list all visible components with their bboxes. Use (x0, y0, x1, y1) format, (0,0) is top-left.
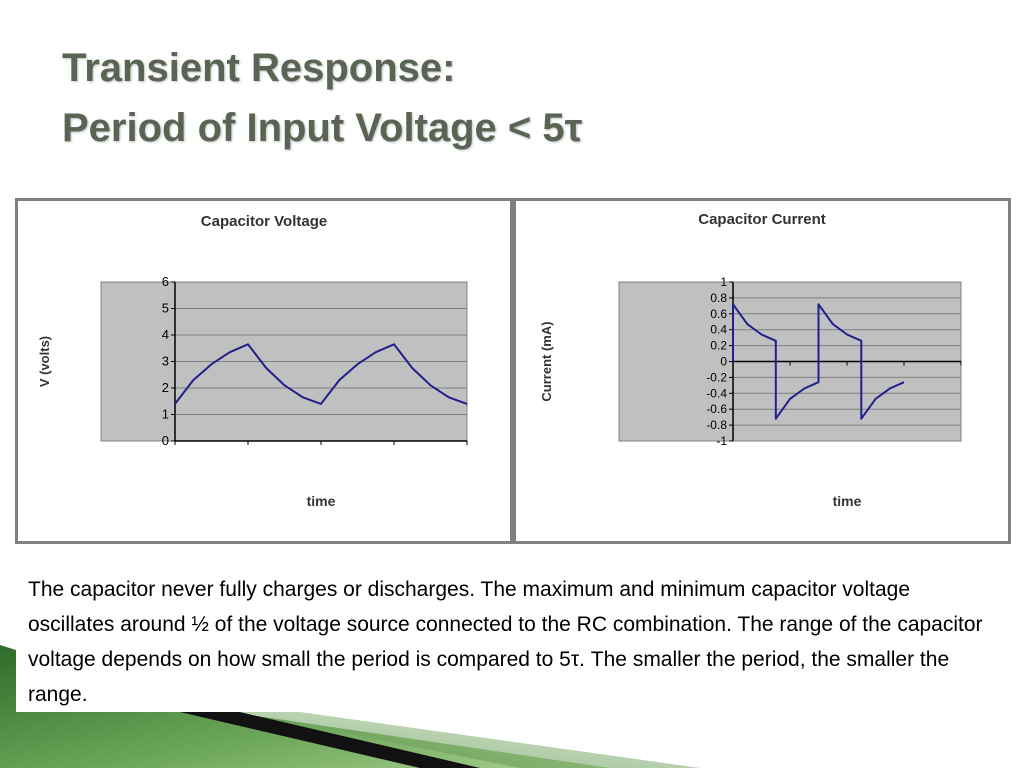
y-tick-label: 0.4 (710, 323, 727, 337)
x-axis-label: time (307, 493, 336, 509)
x-axis-label: time (833, 493, 862, 509)
page-title: Transient Response: Period of Input Volt… (62, 38, 583, 158)
capacitor-voltage-chart: 0 1 2 3 4 5 6 Capacitor Voltage time V (volts) (18, 201, 510, 541)
y-tick-label: -0.4 (706, 386, 727, 400)
chart-title: Capacitor Current (698, 211, 826, 228)
charts-frame: 0 1 2 3 4 5 6 Capacitor Voltage time V (volts) -1… (15, 198, 1011, 544)
y-tick-label: 3 (162, 354, 169, 369)
y-tick-label: -0.2 (706, 370, 727, 384)
chart-title: Capacitor Voltage (201, 213, 327, 230)
y-tick-label: -1 (716, 434, 727, 448)
y-tick-label: 1 (720, 275, 727, 289)
y-tick-label: 5 (162, 301, 169, 316)
title-line-1: Transient Response: (62, 46, 456, 90)
y-axis-label: Current (mA) (539, 321, 554, 401)
corner-light-stripe (240, 712, 700, 768)
corner-black-stripe (180, 712, 480, 768)
y-tick-label: -0.8 (706, 418, 727, 432)
y-axis-label: V (volts) (37, 336, 52, 387)
y-tick-label: 0.6 (710, 307, 727, 321)
y-tick-label: 2 (162, 380, 169, 395)
description-text: The capacitor never fully charges or dis… (28, 578, 983, 706)
corner-green-wave (0, 645, 610, 768)
series-line (174, 343, 468, 405)
capacitor-current-chart: -1 -0.8 -0.6 -0.4 -0.20 0.2 0.4 0.6 0.8 1 Capacito… (516, 201, 1008, 541)
y-tick-label: 0 (720, 355, 727, 369)
y-tick-label: 0 (162, 433, 169, 448)
series-line (732, 303, 905, 420)
y-tick-label: 1 (162, 407, 169, 422)
y-tick-label: -0.6 (706, 402, 727, 416)
y-tick-label: 0.2 (710, 339, 727, 353)
title-line-2: Period of Input Voltage < 5τ (62, 106, 583, 150)
description-box: The capacitor never fully charges or dis… (16, 570, 1006, 710)
y-tick-label: 0.8 (710, 291, 727, 305)
y-tick-label: 6 (162, 274, 169, 289)
y-tick-label: 4 (162, 327, 169, 342)
